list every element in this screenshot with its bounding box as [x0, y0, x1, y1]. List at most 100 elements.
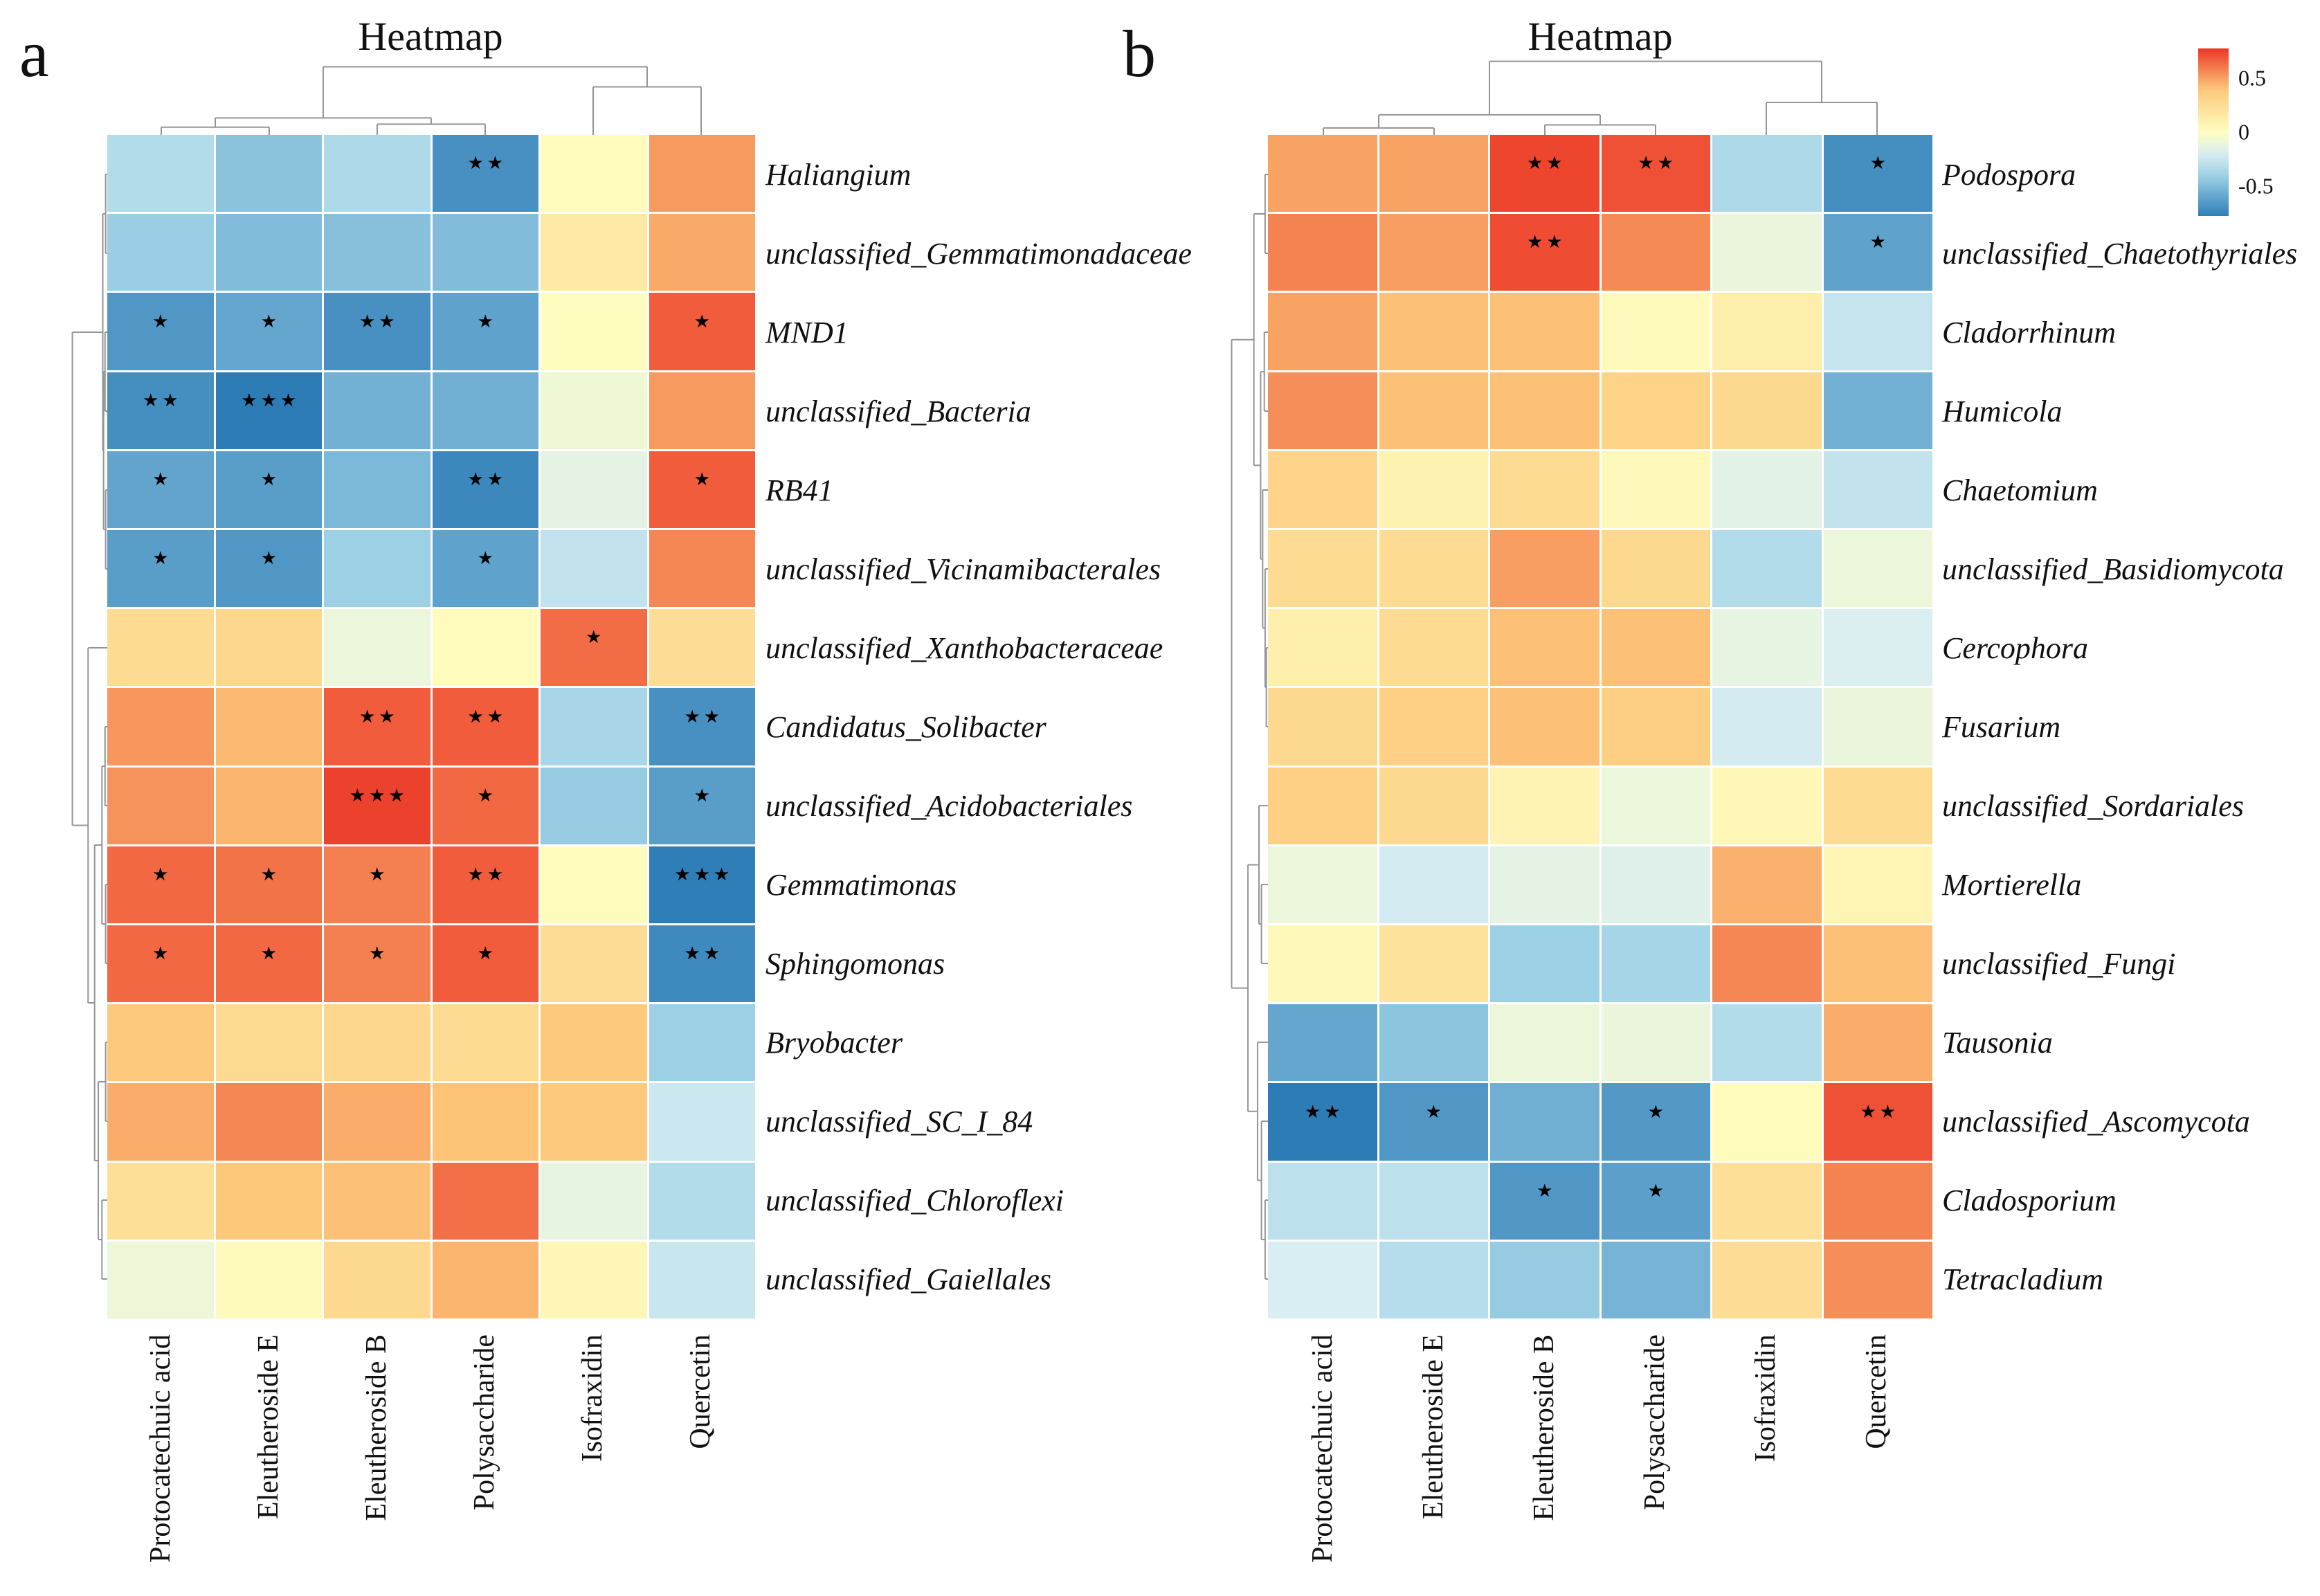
significance-stars: ★★	[467, 469, 507, 490]
heatmap-cell	[324, 1162, 431, 1240]
panel-a-heatmap: ★★ ★ ★ ★★ ★ ★ ★★ ★★★ ★ ★ ★★ ★ ★ ★ ★ ★ ★★ ★★ ★★ ★★★ ★ ★ ★ ★ ★ ★★ ★★…	[107, 135, 755, 1318]
heatmap-cell	[107, 1083, 214, 1161]
row-label: MND1	[765, 315, 849, 350]
row-label: unclassified_Vicinamibacterales	[765, 552, 1161, 586]
heatmap-cell: ★★	[1268, 1083, 1377, 1161]
heatmap-cell	[649, 372, 755, 449]
heatmap-cell	[649, 135, 755, 212]
row-label: Cercophora	[1942, 631, 2089, 665]
heatmap-cell	[1268, 1241, 1377, 1318]
row-label: unclassified_Bacteria	[765, 394, 1031, 428]
panel-a-column-dendrogram	[161, 66, 702, 135]
column-label: Quercetin	[1860, 1334, 1892, 1449]
heatmap-cell	[1823, 451, 1932, 528]
panel-b-title: Heatmap	[1528, 14, 1673, 59]
heatmap-cell	[1268, 767, 1377, 844]
significance-stars: ★	[152, 943, 172, 965]
heatmap-cell	[1379, 293, 1488, 370]
heatmap-cell	[649, 1004, 755, 1082]
heatmap-cell	[1379, 214, 1488, 291]
row-label: Chaetomium	[1942, 473, 2098, 507]
heatmap-cell	[541, 1241, 647, 1318]
column-label: Isofraxidin	[577, 1334, 608, 1462]
heatmap-cell	[1490, 925, 1599, 1003]
significance-stars: ★	[152, 311, 172, 332]
heatmap-cell: ★	[107, 293, 214, 370]
heatmap-cell	[432, 1083, 538, 1161]
significance-stars: ★★	[359, 311, 399, 332]
heatmap-cell	[1490, 1241, 1599, 1318]
heatmap-cell	[1268, 846, 1377, 923]
panel-b-heatmap: ★★ ★★ ★ ★★ ★ ★★ ★ ★ ★★ ★ ★	[1268, 135, 1932, 1318]
row-label: Gemmatimonas	[765, 867, 957, 902]
heatmap-cell	[541, 1004, 647, 1082]
heatmap-cell	[541, 1083, 647, 1161]
heatmap-cell: ★	[215, 293, 322, 370]
significance-stars: ★	[477, 548, 497, 570]
panel-b-letter: b	[1123, 17, 1156, 91]
heatmap-cell	[107, 767, 214, 844]
panel-a-letter: a	[19, 17, 49, 91]
heatmap-cell	[1823, 1241, 1932, 1318]
heatmap-cell	[1601, 1241, 1710, 1318]
significance-stars: ★	[477, 785, 497, 806]
heatmap-cell	[1601, 688, 1710, 765]
heatmap-cell: ★	[432, 925, 538, 1003]
significance-stars: ★★★	[349, 785, 408, 806]
heatmap-cell	[541, 925, 647, 1003]
heatmap-cell	[215, 1162, 322, 1240]
heatmap-cell	[215, 1241, 322, 1318]
heatmap-cell	[1712, 925, 1822, 1003]
heatmap-cell	[1712, 688, 1822, 765]
legend-tick-label: 0.5	[2238, 65, 2266, 91]
heatmap-cell	[1379, 609, 1488, 687]
heatmap-cell: ★★	[1601, 135, 1710, 212]
significance-stars: ★	[694, 311, 714, 332]
row-label: Mortierella	[1942, 867, 2082, 902]
heatmap-cell: ★★	[1490, 214, 1599, 291]
heatmap-cell	[107, 1241, 214, 1318]
heatmap-cell	[649, 529, 755, 608]
heatmap-cell: ★	[107, 529, 214, 608]
heatmap-cell	[649, 1241, 755, 1318]
row-label: unclassified_Ascomycota	[1942, 1104, 2250, 1139]
significance-stars: ★★	[142, 390, 182, 411]
heatmap-cell	[541, 688, 647, 765]
heatmap-cell	[1823, 688, 1932, 765]
heatmap-cell	[1490, 1004, 1599, 1082]
row-label: unclassified_SC_I_84	[765, 1104, 1033, 1139]
heatmap-cell	[1601, 293, 1710, 370]
significance-stars: ★	[1537, 1180, 1557, 1201]
heatmap-cell	[1712, 451, 1822, 528]
heatmap-cell: ★★	[649, 925, 755, 1003]
significance-stars: ★★★	[241, 390, 300, 411]
heatmap-cell	[1379, 372, 1488, 449]
column-label: Polysaccharide	[1639, 1334, 1671, 1511]
heatmap-cell: ★	[215, 529, 322, 608]
heatmap-cell	[1379, 1162, 1488, 1240]
heatmap-cell: ★	[107, 451, 214, 528]
heatmap-cell: ★	[649, 293, 755, 370]
heatmap-cell: ★	[1823, 214, 1932, 291]
heatmap-cell: ★	[107, 846, 214, 923]
heatmap-cell	[1490, 372, 1599, 449]
heatmap-cell	[1268, 293, 1377, 370]
row-label: RB41	[765, 473, 833, 507]
heatmap-cell	[107, 135, 214, 212]
heatmap-cell	[541, 135, 647, 212]
heatmap-cell	[1490, 609, 1599, 687]
heatmap-cell	[1268, 1162, 1377, 1240]
row-label: unclassified_Chaetothyriales	[1942, 236, 2298, 271]
heatmap-cell: ★★	[107, 372, 214, 449]
heatmap-cell	[1268, 451, 1377, 528]
heatmap-cell	[1379, 1004, 1488, 1082]
heatmap-cell	[541, 846, 647, 923]
heatmap-cell	[1823, 372, 1932, 449]
row-label: unclassified_Basidiomycota	[1942, 552, 2284, 586]
heatmap-cell	[1379, 135, 1488, 212]
heatmap-cell	[541, 1162, 647, 1240]
column-label: Eleutheroside B	[361, 1334, 392, 1521]
row-label: unclassified_Acidobacteriales	[765, 788, 1133, 823]
significance-stars: ★★	[1860, 1101, 1900, 1123]
heatmap-cell	[1268, 135, 1377, 212]
